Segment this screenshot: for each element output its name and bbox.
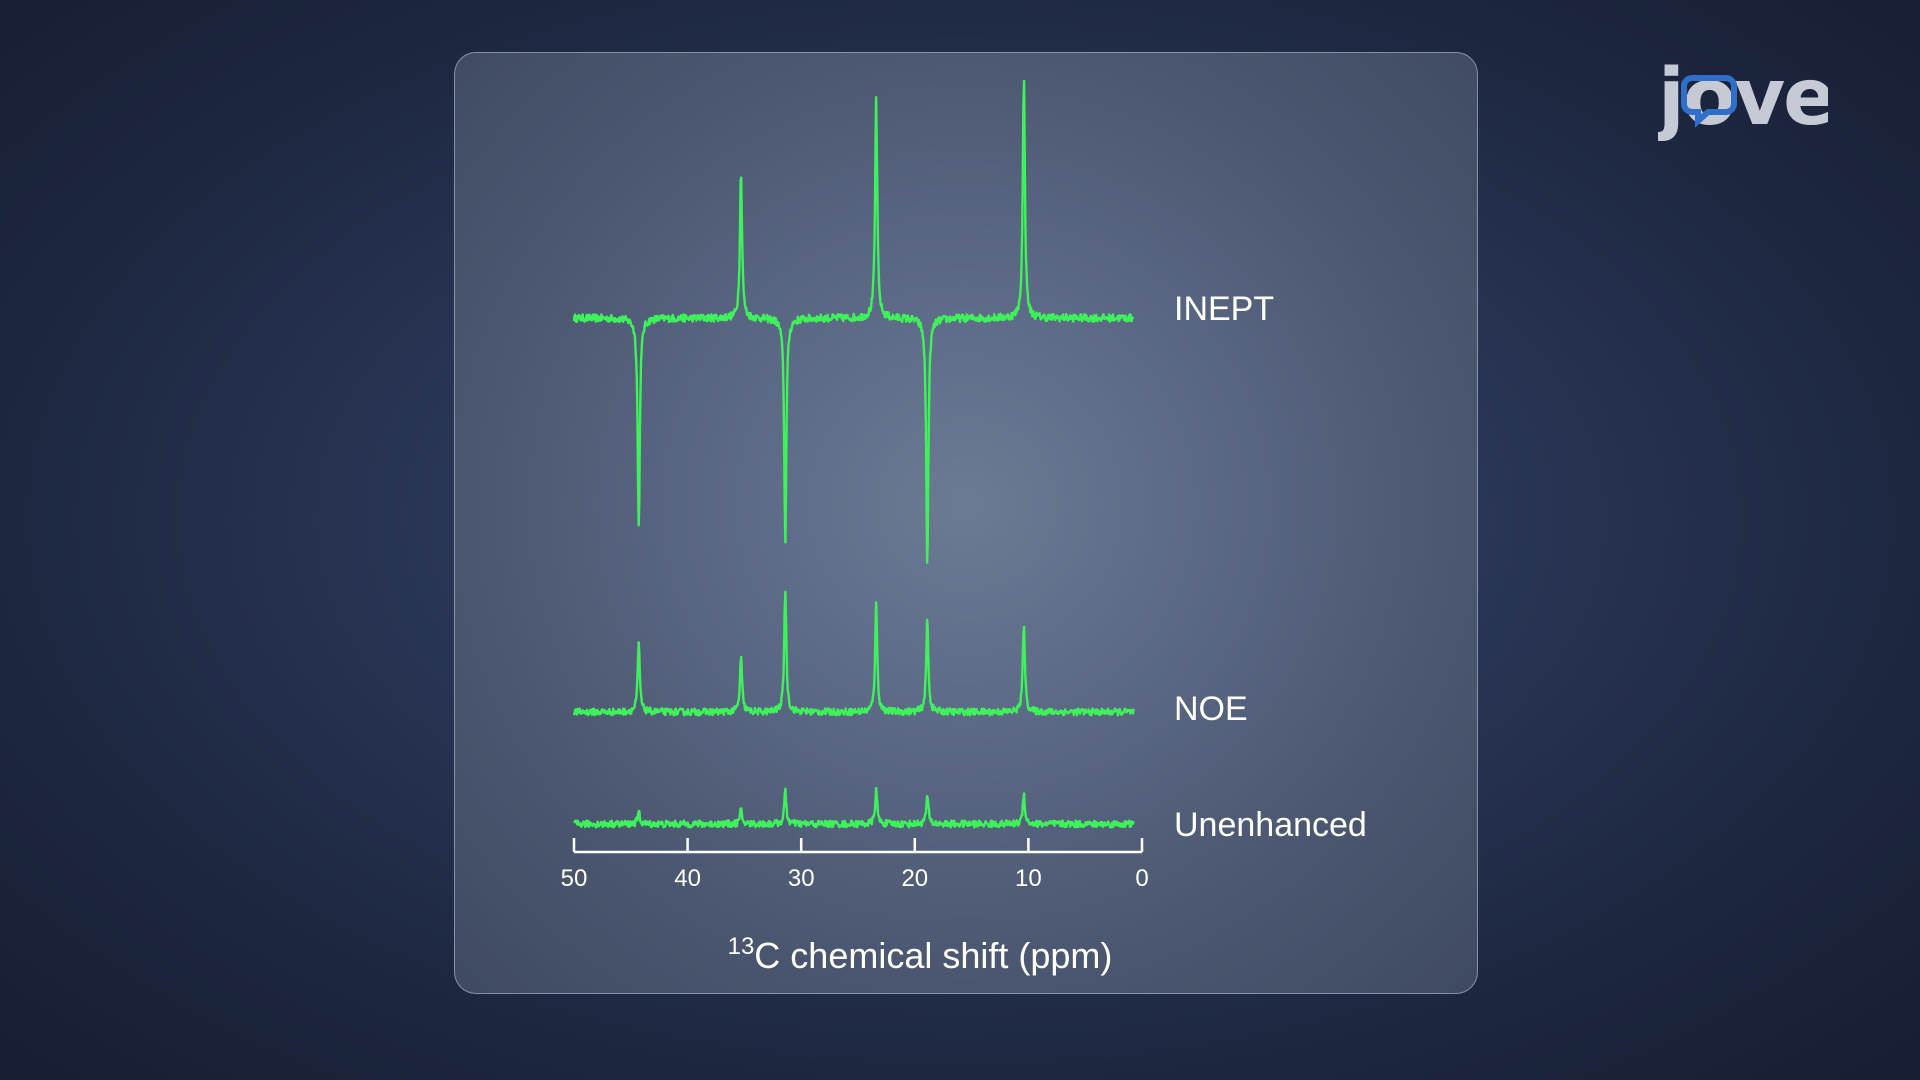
x-axis-ticks: 50 40 30 20 10 0 bbox=[561, 838, 1149, 892]
series-line-inept bbox=[572, 79, 1135, 564]
x-axis: 50 40 30 20 10 0 bbox=[561, 838, 1149, 892]
chart-panel bbox=[454, 52, 1478, 994]
x-axis-label-superscript: 13 bbox=[728, 933, 755, 960]
x-tick-label-0: 0 bbox=[1135, 865, 1148, 892]
speech-bubble-icon bbox=[1681, 75, 1737, 128]
x-axis-label-text: C chemical shift (ppm) bbox=[754, 935, 1112, 976]
series-line-unenhanced bbox=[573, 786, 1135, 829]
series-label-unenhanced: Unenhanced bbox=[1174, 806, 1367, 844]
series-labels: INEPT NOE Unenhanced bbox=[1174, 290, 1367, 844]
series-label-inept: INEPT bbox=[1174, 290, 1274, 328]
spectrum-traces bbox=[572, 79, 1135, 829]
x-tick-label-20: 20 bbox=[901, 865, 928, 892]
x-axis-label: 13C chemical shift (ppm) bbox=[728, 933, 1113, 976]
series-label-noe: NOE bbox=[1174, 690, 1248, 728]
x-tick-label-40: 40 bbox=[674, 865, 701, 892]
x-tick-label-10: 10 bbox=[1015, 865, 1042, 892]
series-line-noe bbox=[572, 590, 1135, 717]
jove-logo: jove bbox=[1658, 56, 1828, 143]
x-tick-label-50: 50 bbox=[561, 865, 588, 892]
x-tick-label-30: 30 bbox=[788, 865, 815, 892]
